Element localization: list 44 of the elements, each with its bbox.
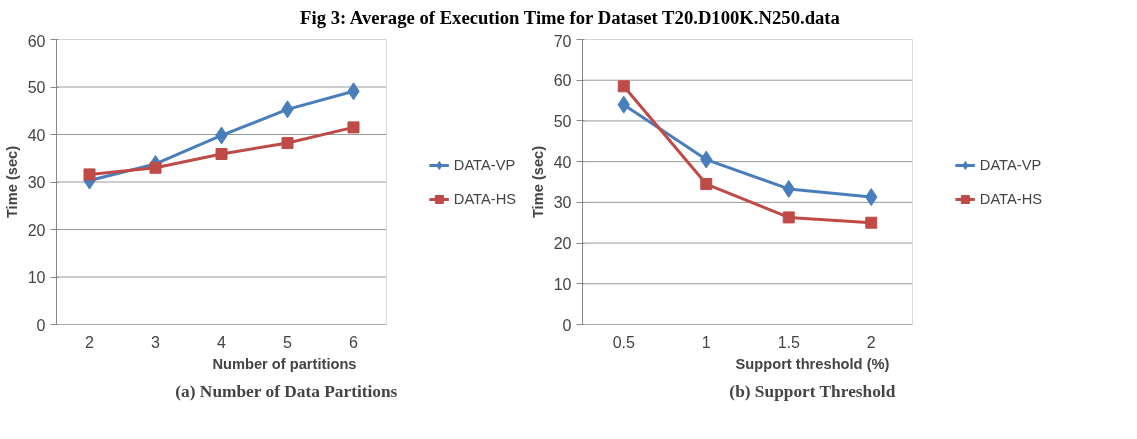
x-tick-label: 4 [217, 333, 227, 351]
point [149, 161, 162, 174]
point [617, 80, 630, 93]
point [83, 168, 96, 181]
y-tick-label: 20 [553, 235, 572, 253]
x-tick-label: 1 [701, 333, 711, 351]
point [281, 137, 294, 150]
y-tick-label: 30 [553, 194, 572, 212]
y-tick-label: 0 [36, 316, 46, 334]
y-tick-label: 10 [553, 275, 572, 293]
y-axis-title: Time (sec) [3, 145, 20, 219]
x-tick-label: 3 [151, 333, 161, 351]
y-tick-label: 40 [27, 126, 46, 144]
point [215, 147, 228, 160]
legend-label: DATA-HS [453, 190, 516, 207]
x-tick-label: 1.5 [777, 333, 800, 351]
y-tick-label: 50 [27, 79, 46, 96]
text: (a) Number of Data Partitions [175, 381, 398, 401]
x-tick-label: 6 [349, 333, 359, 351]
legend-label: DATA-VP [453, 156, 516, 173]
y-tick-label: 30 [27, 174, 46, 191]
x-axis-title: Number of partitions [212, 355, 357, 372]
y-tick-label: 50 [553, 112, 572, 130]
y-tick-label: 60 [553, 72, 572, 90]
point [347, 121, 360, 134]
text: Fig 3: Average of Execution Time for Dataset T20.D100K.N250.data [300, 6, 840, 30]
y-tick-label: 10 [27, 269, 46, 286]
legend-label: DATA-VP [979, 156, 1042, 173]
y-tick-label: 40 [553, 153, 572, 171]
x-tick-label: 2 [866, 333, 876, 351]
y-tick-label: 0 [562, 316, 572, 334]
y-tick-label: 70 [553, 32, 572, 50]
y-tick-label: 20 [27, 221, 46, 239]
x-tick-label: 2 [85, 333, 95, 351]
y-axis-title: Time (sec) [529, 145, 546, 219]
y-tick-label: 60 [27, 32, 46, 50]
x-axis-title: Support threshold (%) [735, 355, 890, 372]
point [700, 178, 713, 191]
text: (b) Support Threshold [729, 381, 896, 401]
point [782, 211, 795, 224]
point [865, 216, 878, 229]
x-tick-label: 0.5 [612, 333, 635, 351]
legend-label: DATA-HS [979, 190, 1042, 207]
x-tick-label: 5 [283, 333, 293, 351]
